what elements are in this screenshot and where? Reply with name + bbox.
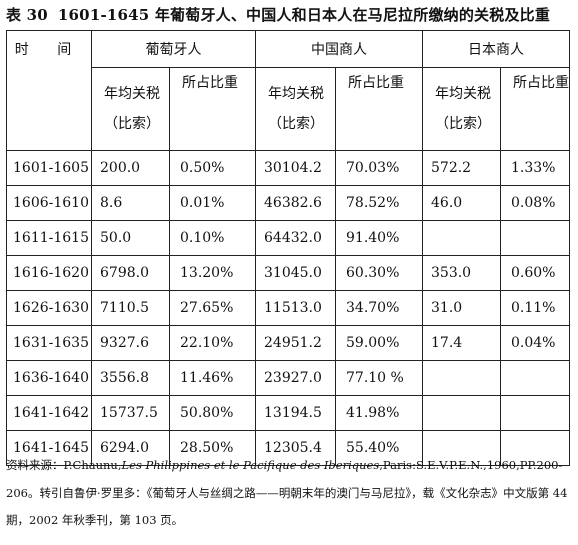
period-cell: 1606-1610	[6, 185, 92, 221]
value-cell	[422, 220, 501, 256]
col-header-share: 所占比重	[335, 67, 423, 151]
group-header-portuguese: 葡萄牙人	[91, 30, 256, 68]
table-row: 1626-1630 7110.5 27.65% 11513.0 34.70% 31.0 0.…	[6, 290, 570, 326]
period-cell: 1611-1615	[6, 220, 92, 256]
col-header-share: 所占比重	[169, 67, 256, 151]
value-cell: 59.00%	[335, 325, 423, 361]
time-header: 时 间	[6, 30, 92, 151]
value-cell: 77.10 %	[335, 360, 423, 396]
period-cell: 1636-1640	[6, 360, 92, 396]
value-cell: 6294.0	[91, 430, 170, 466]
header-row-columns: 年均关税 （比索） 所占比重 年均关税 （比索） 所占比重 年均关税 （比索） 所占比…	[7, 67, 570, 151]
value-cell: 11.46%	[169, 360, 256, 396]
table-row: 1606-1610 8.6 0.01% 46382.6 78.52% 46.0 0.08%	[6, 185, 570, 221]
value-cell	[500, 430, 570, 466]
value-cell: 34.70%	[335, 290, 423, 326]
value-cell: 0.01%	[169, 185, 256, 221]
col-header-annual: 年均关税 （比索）	[91, 67, 170, 151]
value-cell: 0.08%	[500, 185, 570, 221]
col-header-annual: 年均关税 （比索）	[255, 67, 336, 151]
table-row: 1641-1645 6294.0 28.50% 12305.4 55.40%	[6, 430, 570, 466]
header-row-groups: 时 间 葡萄牙人 中国商人 日本商人	[6, 30, 570, 151]
source-prefix: 资料来源：P.Chaunu,	[6, 458, 122, 472]
value-cell: 8.6	[91, 185, 170, 221]
value-cell: 3556.8	[91, 360, 170, 396]
value-cell: 11513.0	[255, 290, 336, 326]
value-cell: 7110.5	[91, 290, 170, 326]
table-row: 1616-1620 6798.0 13.20% 31045.0 60.30% 353.0 0…	[6, 255, 570, 291]
table-body: 1601-1605 200.0 0.50% 30104.2 70.03% 572.2 1.3…	[6, 150, 570, 466]
value-cell: 60.30%	[335, 255, 423, 291]
value-cell: 0.04%	[500, 325, 570, 361]
value-cell: 200.0	[91, 150, 170, 186]
value-cell: 50.80%	[169, 395, 256, 431]
value-cell: 17.4	[422, 325, 501, 361]
value-cell: 31045.0	[255, 255, 336, 291]
value-cell: 572.2	[422, 150, 501, 186]
value-cell: 13194.5	[255, 395, 336, 431]
value-cell: 23927.0	[255, 360, 336, 396]
value-cell: 22.10%	[169, 325, 256, 361]
value-cell	[422, 395, 501, 431]
source-note: 资料来源：P.Chaunu,Les Philippines et le Paci…	[6, 452, 572, 535]
value-cell: 70.03%	[335, 150, 423, 186]
table-number: 表 30	[6, 6, 48, 24]
table-row: 1611-1615 50.0 0.10% 64432.0 91.40%	[6, 220, 570, 256]
value-cell: 64432.0	[255, 220, 336, 256]
col-header-annual: 年均关税 （比索）	[422, 67, 501, 151]
value-cell: 31.0	[422, 290, 501, 326]
value-cell: 9327.6	[91, 325, 170, 361]
table-row: 1641-1642 15737.5 50.80% 13194.5 41.98%	[6, 395, 570, 431]
value-cell: 0.10%	[169, 220, 256, 256]
period-cell: 1631-1635	[6, 325, 92, 361]
table-caption: 表 30 1601-1645 年葡萄牙人、中国人和日本人在马尼拉所缴纳的关税及比重	[6, 4, 574, 25]
table-row: 1636-1640 3556.8 11.46% 23927.0 77.10 %	[6, 360, 570, 396]
value-cell: 0.50%	[169, 150, 256, 186]
value-cell	[500, 360, 570, 396]
table-title: 1601-1645 年葡萄牙人、中国人和日本人在马尼拉所缴纳的关税及比重	[57, 6, 551, 24]
value-cell: 6798.0	[91, 255, 170, 291]
group-header-chinese: 中国商人	[255, 30, 423, 68]
value-cell: 1.33%	[500, 150, 570, 186]
value-cell: 78.52%	[335, 185, 423, 221]
value-cell: 12305.4	[255, 430, 336, 466]
table-row: 1601-1605 200.0 0.50% 30104.2 70.03% 572.2 1.3…	[6, 150, 570, 186]
value-cell: 15737.5	[91, 395, 170, 431]
value-cell: 353.0	[422, 255, 501, 291]
value-cell: 0.11%	[500, 290, 570, 326]
period-cell: 1626-1630	[6, 290, 92, 326]
source-italic-title: Les Philippines et le Pacifique des Iber…	[121, 458, 380, 472]
value-cell: 46.0	[422, 185, 501, 221]
value-cell: 46382.6	[255, 185, 336, 221]
value-cell: 30104.2	[255, 150, 336, 186]
value-cell: 91.40%	[335, 220, 423, 256]
value-cell: 27.65%	[169, 290, 256, 326]
value-cell: 13.20%	[169, 255, 256, 291]
source-rest: ,Paris:S.E.V.P.E.N.,1960,PP.200-206。转引自鲁…	[6, 458, 568, 527]
period-cell: 1641-1645	[6, 430, 92, 466]
value-cell	[500, 395, 570, 431]
value-cell: 0.60%	[500, 255, 570, 291]
table-row: 1631-1635 9327.6 22.10% 24951.2 59.00% 17.4 0.…	[6, 325, 570, 361]
col-header-share: 所占比重	[500, 67, 570, 151]
value-cell	[422, 360, 501, 396]
value-cell: 50.0	[91, 220, 170, 256]
value-cell	[500, 220, 570, 256]
period-cell: 1601-1605	[6, 150, 92, 186]
period-cell: 1616-1620	[6, 255, 92, 291]
group-header-japanese: 日本商人	[422, 30, 570, 68]
value-cell: 24951.2	[255, 325, 336, 361]
period-cell: 1641-1642	[6, 395, 92, 431]
value-cell: 41.98%	[335, 395, 423, 431]
tariff-table: 时 间 葡萄牙人 中国商人 日本商人 年均关税 （比索） 所占比重 年均关税 （比索…	[6, 30, 570, 466]
